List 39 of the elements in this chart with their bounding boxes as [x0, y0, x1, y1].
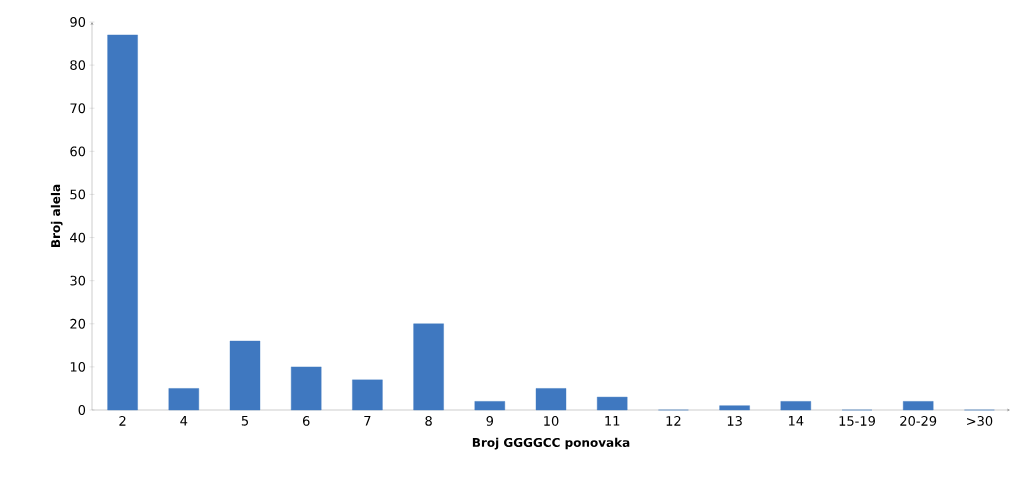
x-tick-label: 5	[241, 416, 248, 426]
x-tick-label: 2	[119, 416, 126, 426]
x-tick-label: 11	[605, 416, 620, 426]
bar	[535, 388, 567, 411]
y-tick-label: 10	[70, 361, 86, 372]
x-tick-label: 12	[666, 416, 681, 426]
x-tick-label: >30	[967, 416, 993, 426]
bar	[719, 405, 750, 411]
bar	[168, 388, 199, 411]
x-tick-label: 13	[727, 416, 742, 426]
y-tick-label: 80	[70, 60, 86, 71]
x-tick-label: 9	[486, 416, 494, 426]
bar	[229, 340, 261, 411]
bar	[903, 401, 934, 411]
x-tick-label: 4	[180, 416, 188, 426]
bar	[352, 379, 383, 411]
x-tick-label: 10	[544, 416, 559, 426]
y-tick-label: 50	[70, 189, 86, 200]
bar	[474, 401, 505, 411]
y-tick-label: 20	[70, 318, 86, 329]
bar	[597, 396, 628, 411]
y-tick-label: 60	[70, 146, 86, 157]
y-tick-label: 40	[70, 232, 86, 243]
x-tick-label: 8	[425, 416, 432, 426]
y-tick-label: 0	[78, 405, 86, 415]
bar	[291, 366, 322, 411]
y-axis-title: Broj alela	[50, 184, 63, 247]
x-tick-label: 14	[788, 416, 804, 426]
y-tick-label: 90	[70, 17, 86, 27]
x-tick-label: 20-29	[900, 416, 937, 426]
y-tick-label: 30	[70, 275, 86, 286]
x-tick-label: 7	[364, 416, 371, 426]
y-tick-label: 70	[70, 103, 86, 114]
x-tick-label: 6	[302, 416, 310, 426]
bar	[780, 401, 812, 411]
bar	[413, 323, 444, 411]
bar	[107, 34, 138, 411]
x-axis-title: Broj GGGGCC ponovaka	[472, 437, 630, 450]
x-tick-label: 15-19	[839, 416, 875, 426]
